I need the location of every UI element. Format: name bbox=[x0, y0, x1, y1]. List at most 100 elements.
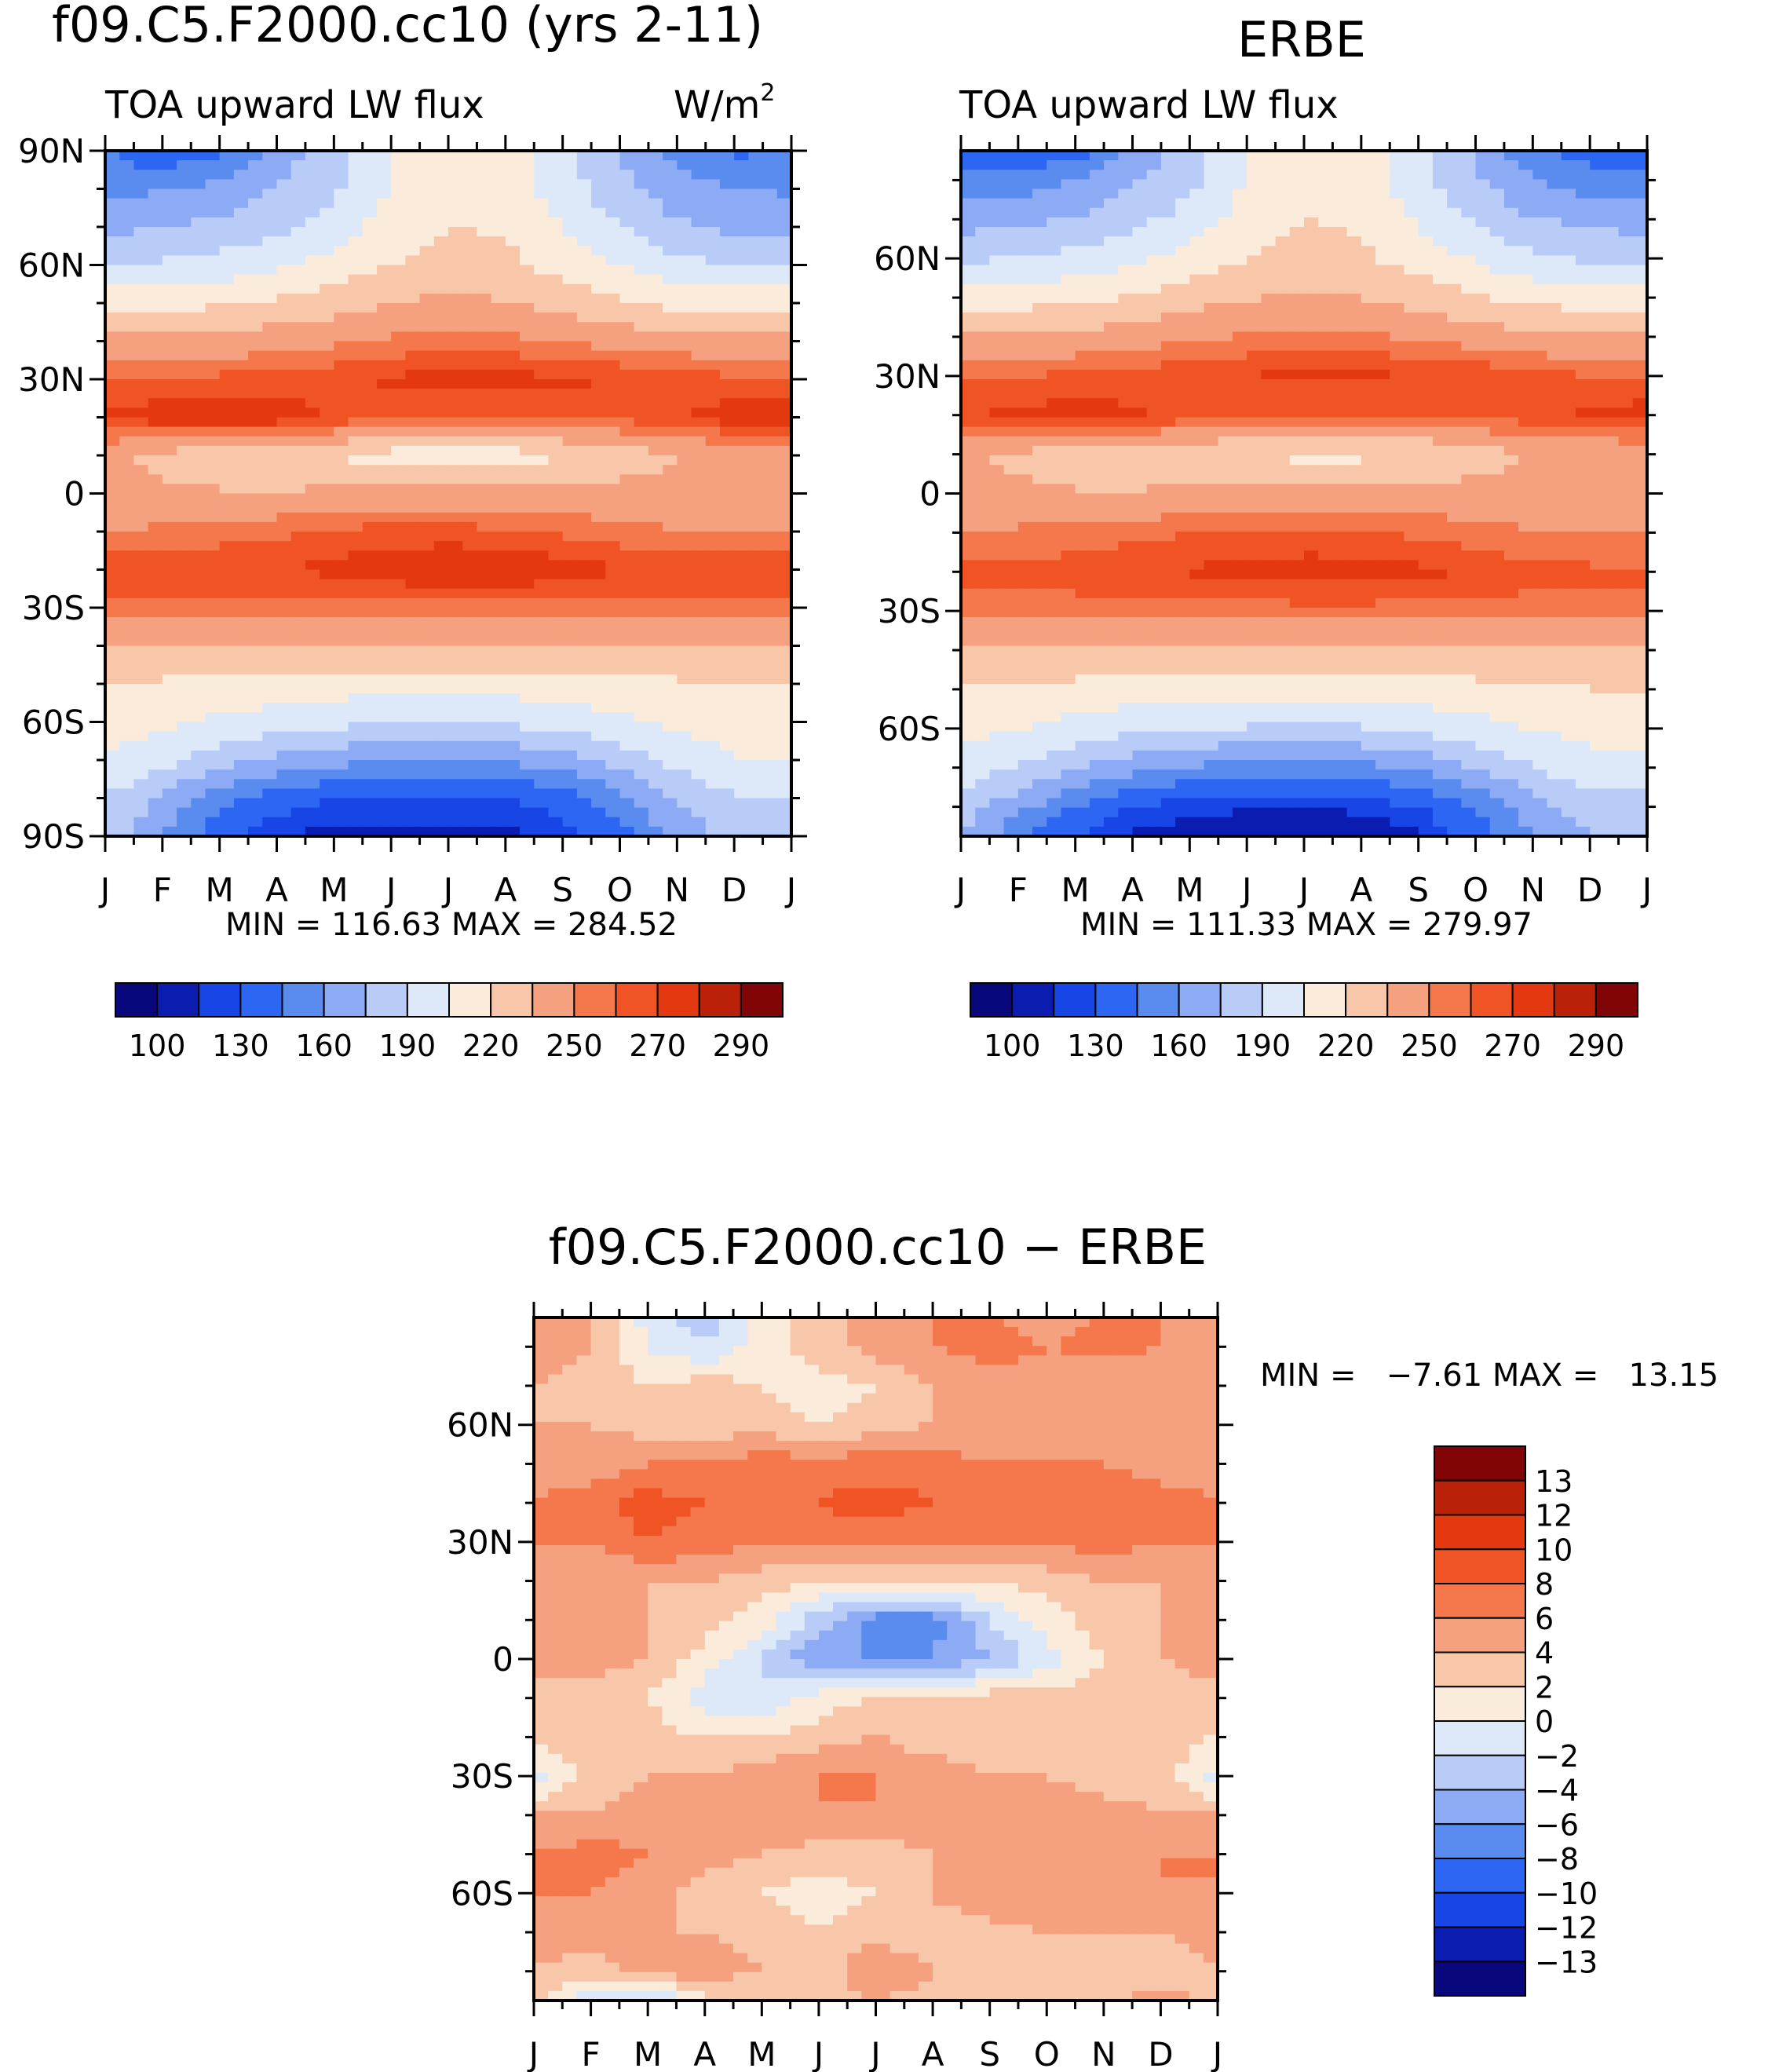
field-cell bbox=[562, 740, 578, 751]
field-cell bbox=[1075, 274, 1090, 285]
field-cell bbox=[663, 760, 678, 770]
field-cell bbox=[419, 493, 435, 504]
field-cell bbox=[1318, 227, 1334, 237]
field-cell bbox=[1175, 350, 1190, 361]
field-cell bbox=[462, 236, 478, 247]
field-cell bbox=[177, 379, 192, 389]
field-cell bbox=[276, 760, 292, 770]
field-cell bbox=[1547, 160, 1562, 170]
field-cell bbox=[405, 255, 421, 266]
field-cell bbox=[262, 312, 278, 323]
field-cell bbox=[1590, 255, 1605, 266]
field-cell bbox=[1304, 398, 1319, 408]
field-cell bbox=[562, 636, 578, 647]
field-cell bbox=[491, 236, 506, 247]
field-cell bbox=[591, 617, 606, 627]
field-cell bbox=[548, 341, 564, 352]
field-cell bbox=[1346, 170, 1362, 180]
field-cell bbox=[1118, 379, 1134, 389]
field-cell bbox=[362, 188, 378, 199]
field-cell bbox=[1618, 417, 1634, 428]
field-cell bbox=[1289, 179, 1305, 190]
field-cell bbox=[1475, 283, 1491, 294]
field-cell bbox=[734, 312, 749, 323]
field-cell bbox=[219, 160, 235, 170]
field-cell bbox=[305, 350, 320, 361]
field-cell bbox=[105, 417, 120, 428]
field-cell bbox=[989, 426, 1005, 437]
field-cell bbox=[191, 608, 206, 618]
field-cell bbox=[1575, 236, 1591, 247]
field-cell bbox=[1247, 379, 1262, 389]
field-cell bbox=[1432, 417, 1448, 428]
field-cell bbox=[762, 769, 778, 780]
field-cell bbox=[191, 597, 206, 608]
field-cell bbox=[975, 312, 991, 323]
field-cell bbox=[419, 645, 435, 656]
field-cell bbox=[391, 312, 406, 323]
field-cell bbox=[719, 693, 735, 703]
field-cell bbox=[334, 379, 349, 389]
field-cell bbox=[1346, 398, 1362, 408]
field-cell bbox=[562, 255, 578, 266]
field-cell bbox=[219, 360, 235, 371]
field-cell bbox=[276, 312, 292, 323]
field-cell bbox=[776, 674, 792, 685]
field-cell bbox=[491, 541, 506, 551]
field-cell bbox=[1346, 160, 1362, 170]
field-cell bbox=[462, 151, 478, 161]
field-cell bbox=[105, 579, 120, 590]
field-cell bbox=[162, 179, 177, 190]
field-cell bbox=[634, 712, 649, 723]
field-cell bbox=[634, 350, 649, 361]
field-cell bbox=[634, 322, 649, 332]
field-cell bbox=[391, 303, 406, 313]
field-cell bbox=[1261, 151, 1277, 161]
field-cell bbox=[734, 798, 749, 809]
field-cell bbox=[290, 455, 306, 466]
field-cell bbox=[1390, 265, 1405, 276]
field-cell bbox=[162, 246, 177, 256]
field-cell bbox=[677, 246, 692, 256]
field-cell bbox=[975, 151, 991, 161]
field-cell bbox=[1104, 198, 1119, 209]
field-cell bbox=[748, 731, 764, 742]
field-cell bbox=[477, 807, 492, 818]
field-cell bbox=[1275, 255, 1291, 266]
field-cell bbox=[663, 398, 678, 408]
field-cell bbox=[448, 265, 463, 276]
field-cell bbox=[148, 493, 163, 504]
field-cell bbox=[148, 712, 163, 723]
field-cell bbox=[233, 417, 249, 428]
field-cell bbox=[1003, 331, 1019, 342]
field-cell bbox=[162, 798, 177, 809]
field-cell bbox=[276, 532, 292, 542]
field-cell bbox=[705, 398, 721, 408]
field-cell bbox=[776, 532, 792, 542]
field-cell bbox=[320, 417, 334, 428]
field-cell bbox=[262, 293, 278, 304]
field-cell bbox=[391, 722, 406, 733]
field-cell bbox=[691, 455, 707, 466]
field-cell bbox=[591, 502, 606, 513]
field-cell bbox=[663, 532, 678, 542]
field-cell bbox=[334, 436, 349, 447]
field-cell bbox=[348, 188, 363, 199]
field-cell bbox=[262, 731, 278, 742]
field-cell bbox=[248, 588, 263, 599]
field-cell bbox=[433, 188, 449, 199]
field-cell bbox=[776, 693, 792, 703]
field-cell bbox=[148, 645, 163, 656]
field-cell bbox=[1447, 160, 1462, 170]
field-cell bbox=[105, 283, 120, 294]
field-cell bbox=[305, 798, 320, 809]
field-cell bbox=[177, 655, 192, 666]
field-cell bbox=[1461, 274, 1477, 285]
field-cell bbox=[1475, 207, 1491, 218]
field-cell bbox=[391, 664, 406, 675]
field-cell bbox=[562, 436, 578, 447]
field-cell bbox=[376, 369, 392, 380]
field-cell bbox=[477, 664, 492, 675]
field-cell bbox=[233, 664, 249, 675]
field-cell bbox=[448, 455, 463, 466]
